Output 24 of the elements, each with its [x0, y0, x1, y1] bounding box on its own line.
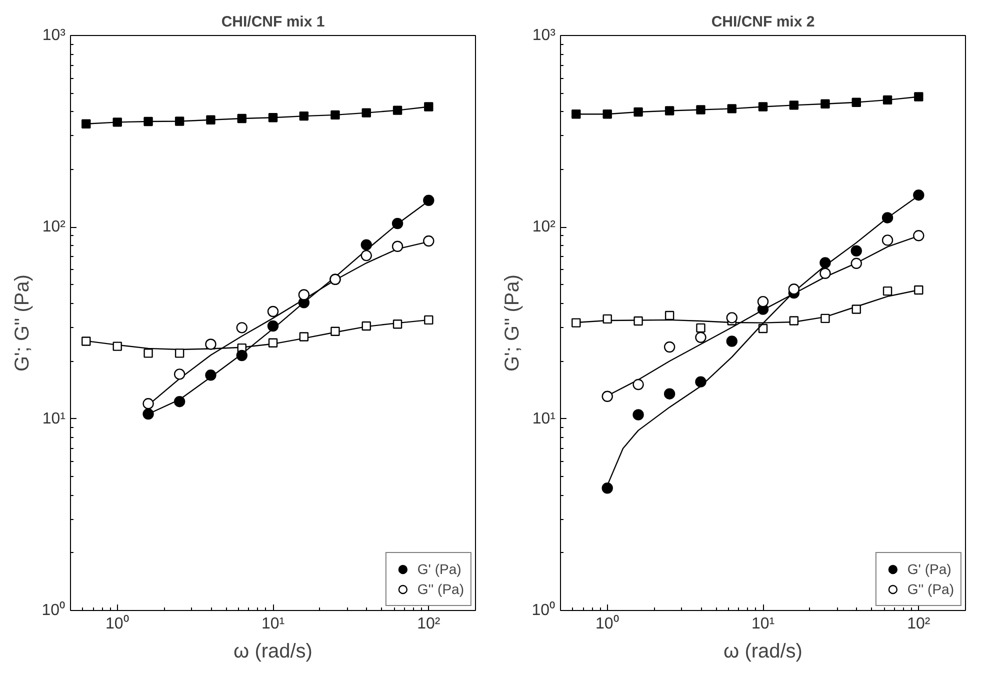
x-tick-label: 10²: [417, 616, 441, 632]
y-axis-title: G'; G'' (Pa): [502, 274, 524, 372]
y-tick-label: 10²: [42, 218, 66, 236]
chart-title: CHI/CNF mix 1: [221, 14, 325, 30]
legend-label: G' (Pa): [417, 561, 462, 577]
y-tick-label: 10⁰: [532, 601, 556, 619]
y-tick-label: 10⁰: [42, 601, 66, 619]
y-tick-label: 10²: [532, 218, 556, 236]
y-tick-label: 10³: [42, 27, 66, 44]
y-axis-title: G'; G'' (Pa): [12, 274, 34, 372]
chart-title: CHI/CNF mix 2: [711, 14, 815, 30]
x-tick-label: 10⁰: [105, 614, 130, 632]
x-tick-label: 10¹: [261, 616, 285, 632]
legend-label: G' (Pa): [907, 561, 952, 577]
x-tick-label: 10²: [907, 616, 931, 632]
x-tick-label: 10⁰: [595, 614, 620, 632]
legend-label: G'' (Pa): [907, 581, 954, 597]
x-tick-label: 10¹: [751, 616, 775, 632]
y-tick-label: 10¹: [532, 410, 556, 428]
legend-label: G'' (Pa): [417, 581, 464, 597]
y-tick-label: 10¹: [42, 410, 66, 428]
x-axis-title: ω (rad/s): [724, 640, 802, 662]
y-tick-label: 10³: [532, 27, 556, 44]
x-axis-title: ω (rad/s): [234, 640, 312, 662]
